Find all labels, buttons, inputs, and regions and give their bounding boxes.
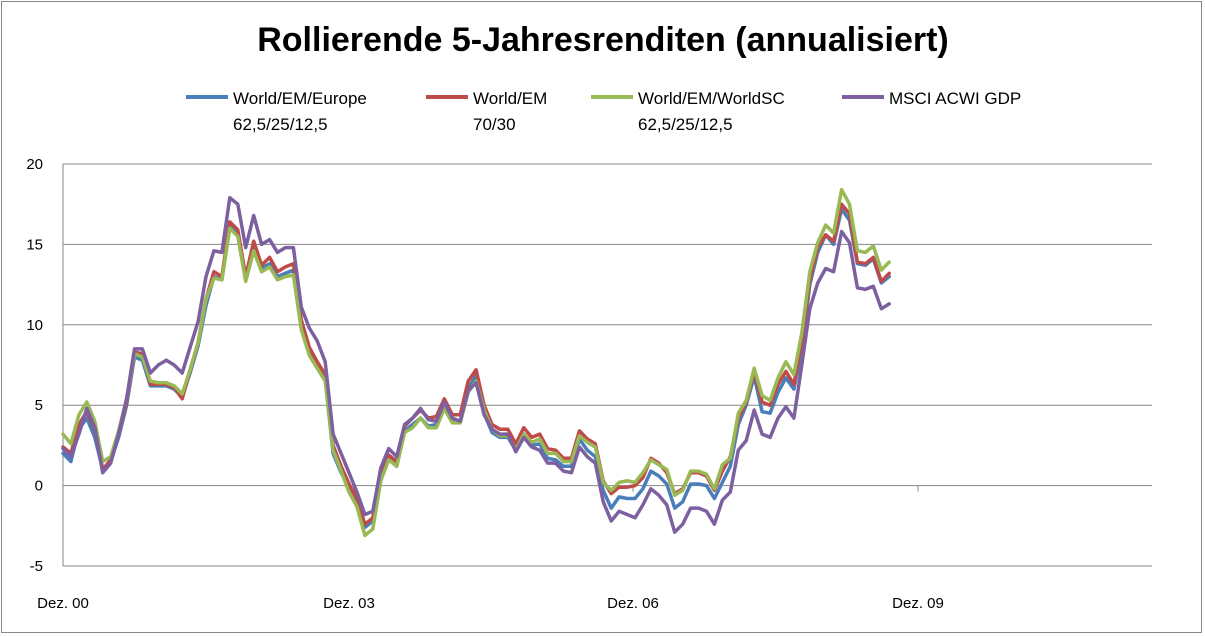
y-tick-labels: -5 0 5 10 15 20 <box>26 156 43 575</box>
x-tick-label: Dez. 09 <box>892 595 944 612</box>
x-tick-label: Dez. 03 <box>323 595 375 612</box>
legend-item-2: World/EM/WorldSC 62,5/25/12,5 <box>591 89 785 134</box>
series-line-1 <box>61 202 891 526</box>
chart-title: Rollierende 5-Jahresrenditen (annualisie… <box>257 21 949 59</box>
legend: World/EM/Europe 62,5/25/12,5 World/EM 70/30… <box>186 89 1021 134</box>
y-tick-label: 5 <box>35 397 43 414</box>
series-line-3 <box>61 196 891 534</box>
legend-label: 62,5/25/12,5 <box>233 115 328 134</box>
legend-label: MSCI ACWI GDP <box>889 89 1021 108</box>
legend-item-0: World/EM/Europe 62,5/25/12,5 <box>186 89 367 134</box>
legend-label: World/EM <box>473 89 547 108</box>
x-tick-label: Dez. 00 <box>37 595 89 612</box>
legend-label: 70/30 <box>473 115 516 134</box>
x-tick-labels: Dez. 00 Dez. 03 Dez. 06 Dez. 09 <box>37 595 944 612</box>
y-tick-label: -5 <box>30 558 43 575</box>
legend-label: 62,5/25/12,5 <box>638 115 733 134</box>
y-tick-label: 0 <box>35 478 43 495</box>
legend-item-1: World/EM 70/30 <box>426 89 547 134</box>
series-lines <box>61 187 891 538</box>
legend-item-3: MSCI ACWI GDP <box>842 89 1021 108</box>
gridlines <box>63 163 1152 567</box>
y-tick-label: 10 <box>26 317 43 334</box>
y-tick-label: 15 <box>26 236 43 253</box>
y-tick-label: 20 <box>26 156 43 173</box>
x-tick-label: Dez. 06 <box>607 595 659 612</box>
legend-label: World/EM/Europe <box>233 89 367 108</box>
legend-label: World/EM/WorldSC <box>638 89 785 108</box>
